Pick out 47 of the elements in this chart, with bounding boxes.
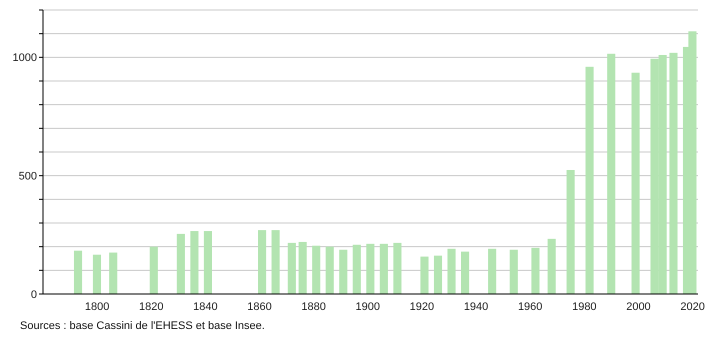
x-tick-label: 1940: [464, 300, 488, 313]
y-tick-label: 500: [18, 170, 37, 183]
x-tick-label: 1920: [410, 300, 434, 313]
bar: [393, 242, 402, 294]
y-tick-label: 0: [30, 288, 37, 301]
bar: [339, 250, 348, 294]
bar: [326, 246, 334, 294]
source-note: Sources : base Cassini de l'EHESS et base Insee.: [20, 320, 266, 332]
bar: [190, 231, 198, 294]
bar: [420, 256, 429, 294]
bar: [548, 238, 556, 294]
bar: [298, 242, 307, 294]
bar: [288, 242, 296, 294]
bar: [586, 66, 594, 294]
bar: [150, 246, 158, 294]
bar: [258, 230, 266, 294]
x-tick-label: 1960: [518, 300, 542, 313]
bar: [447, 248, 456, 294]
bar: [461, 252, 470, 294]
bar: [632, 72, 640, 294]
x-tick-label: 2020: [680, 300, 705, 313]
bar: [669, 52, 678, 294]
bar: [204, 231, 212, 294]
y-tick-label: 1000: [12, 52, 37, 64]
bar: [352, 244, 361, 294]
bar: [92, 254, 102, 294]
x-tick-label: 1900: [356, 300, 380, 313]
x-tick-label: 1840: [193, 300, 218, 313]
bar: [510, 250, 518, 294]
bar: [434, 256, 442, 294]
bar: [607, 54, 616, 294]
x-tick-label: 1880: [301, 300, 326, 313]
x-tick-label: 1860: [247, 300, 272, 313]
x-tick-label: 1820: [139, 300, 164, 313]
bar: [272, 230, 280, 294]
bar: [109, 252, 118, 294]
x-tick-label: 1800: [84, 300, 110, 313]
x-tick-label: 2000: [626, 300, 651, 313]
bar: [176, 234, 185, 294]
bar: [380, 244, 388, 294]
bar: [312, 246, 320, 294]
bar: [531, 248, 540, 294]
bar: [366, 244, 374, 294]
x-tick-label: 1980: [572, 300, 597, 313]
bar: [74, 250, 82, 294]
bar: [566, 170, 575, 294]
bar: [488, 248, 496, 294]
